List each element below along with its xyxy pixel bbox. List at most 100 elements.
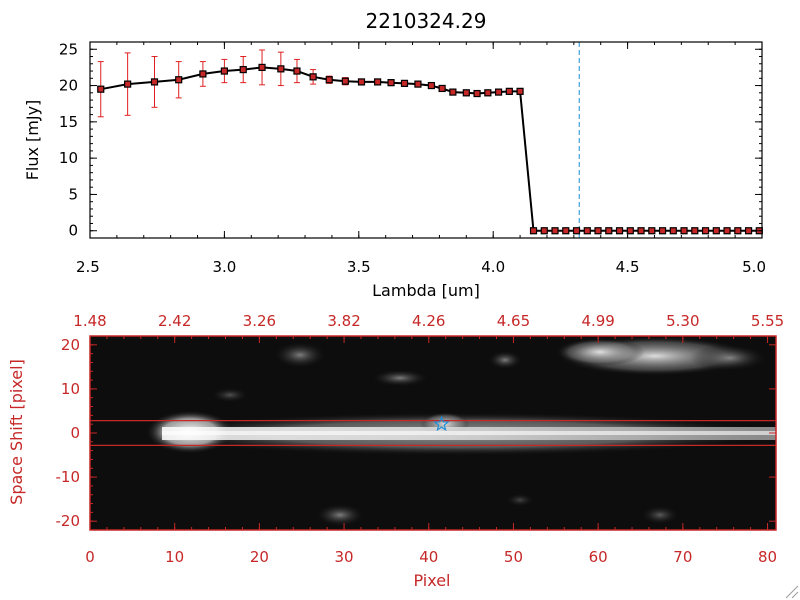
data-point <box>484 89 492 97</box>
y-tick-label: 20 <box>59 77 78 95</box>
data-point <box>309 73 317 81</box>
spectral-image <box>90 336 780 530</box>
y-tick-label: 5 <box>68 185 78 203</box>
wavelength-top-ticks: 1.48 2.42 3.26 3.82 4.26 4.65 4.99 5.30 5.55 <box>73 312 784 343</box>
y-tick-label: 0 <box>68 222 78 240</box>
data-point <box>615 227 624 235</box>
y-tick-label: 10 <box>59 149 78 167</box>
pixel-x-axis-label: Pixel <box>413 571 450 590</box>
data-point <box>124 80 132 88</box>
top-tick-label: 4.26 <box>412 312 445 330</box>
extraction-aperture-lines <box>90 420 776 446</box>
data-point <box>325 76 333 84</box>
data-point <box>572 227 581 235</box>
top-tick-label: 5.55 <box>751 312 784 330</box>
data-point <box>473 89 481 98</box>
source-star <box>433 415 450 432</box>
x-tick-label: 5.0 <box>742 258 766 276</box>
top-tick-label: 1.48 <box>73 312 106 330</box>
data-point <box>583 227 591 235</box>
data-point <box>701 227 710 235</box>
top-tick-label: 4.65 <box>497 312 530 330</box>
x-tick-label: 50 <box>504 548 523 566</box>
data-point <box>400 79 409 87</box>
data-point <box>175 76 183 84</box>
data-point <box>258 63 266 72</box>
top-tick-label: 5.30 <box>666 312 699 330</box>
spectrum-x-axis-label: Lambda [um] <box>372 281 480 300</box>
chart-title: 2210324.29 <box>366 9 487 33</box>
data-point <box>605 227 613 235</box>
top-tick-label: 2.42 <box>158 312 191 330</box>
x-tick-label: 3.0 <box>212 258 236 276</box>
data-point <box>648 227 656 235</box>
data-point <box>505 87 513 95</box>
pixel-x-ticks: 0 10 20 30 40 50 60 70 80 <box>85 523 777 566</box>
spectrum-y-ticks: 0 5 10 15 20 25 <box>59 40 762 240</box>
spectral-image-panel: 0 10 20 30 40 50 60 70 80 1.48 2.42 3.26 3.82 4.26 4.… <box>7 312 784 590</box>
y-tick-label: -20 <box>56 512 81 530</box>
data-point <box>199 70 207 78</box>
spectrum-y-axis-label: Flux [mJy] <box>23 100 42 181</box>
space-shift-y-axis-label: Space Shift [pixel] <box>7 359 26 505</box>
data-point <box>562 227 570 235</box>
x-tick-label: 30 <box>335 548 354 566</box>
data-point <box>150 78 159 86</box>
y-tick-label: 15 <box>59 113 78 131</box>
data-point <box>220 67 228 75</box>
data-point <box>277 65 285 73</box>
data-point <box>239 65 247 74</box>
data-point <box>744 227 753 235</box>
resize-grip-icon <box>785 585 799 599</box>
y-tick-label: 25 <box>59 40 78 58</box>
data-point <box>516 87 524 95</box>
data-point <box>551 227 559 235</box>
x-tick-label: 4.5 <box>616 258 640 276</box>
data-point <box>414 80 422 88</box>
data-point <box>626 227 634 235</box>
space-shift-y-ticks: -20 -10 0 10 20 <box>56 335 776 531</box>
spectrum-plot-area <box>97 42 763 238</box>
x-tick-label: 2.5 <box>76 258 100 276</box>
flux-series-line <box>100 66 760 232</box>
data-point <box>438 84 446 93</box>
data-point <box>637 227 645 235</box>
y-tick-label: 10 <box>61 380 80 398</box>
y-tick-label: 0 <box>70 424 80 442</box>
y-tick-label: 20 <box>61 336 80 354</box>
data-point <box>97 85 105 93</box>
data-point <box>529 227 538 235</box>
data-point <box>594 227 602 235</box>
data-point <box>680 227 688 235</box>
data-point <box>658 227 667 235</box>
y-tick-label: -10 <box>56 468 81 486</box>
top-tick-label: 3.82 <box>327 312 360 330</box>
spectrum-panel: 2210324.29 2.5 3.0 3.5 4.0 4.5 5.0 0 5 10 15 20 25… <box>23 9 766 300</box>
x-tick-label: 40 <box>419 548 438 566</box>
data-point <box>691 227 699 235</box>
data-point <box>669 227 677 235</box>
data-point <box>494 88 503 96</box>
data-point <box>427 81 435 90</box>
x-tick-label: 10 <box>165 548 184 566</box>
x-tick-label: 80 <box>758 548 777 566</box>
data-point <box>341 77 349 85</box>
spectrum-axes-frame <box>89 41 763 239</box>
data-point <box>723 227 731 235</box>
data-point <box>734 227 742 235</box>
x-tick-label: 70 <box>673 548 692 566</box>
data-point <box>712 227 720 235</box>
data-point <box>449 88 457 96</box>
data-point <box>293 67 301 75</box>
x-tick-label: 3.5 <box>347 258 371 276</box>
x-tick-label: 0 <box>85 548 95 566</box>
x-tick-label: 4.0 <box>481 258 505 276</box>
data-point <box>462 89 470 97</box>
x-tick-label: 20 <box>250 548 269 566</box>
spectrum-x-ticks: 2.5 3.0 3.5 4.0 4.5 5.0 <box>76 42 766 276</box>
data-point <box>387 79 395 87</box>
source-position-star-icon <box>433 415 450 432</box>
data-point <box>374 78 382 86</box>
data-point <box>540 227 548 235</box>
